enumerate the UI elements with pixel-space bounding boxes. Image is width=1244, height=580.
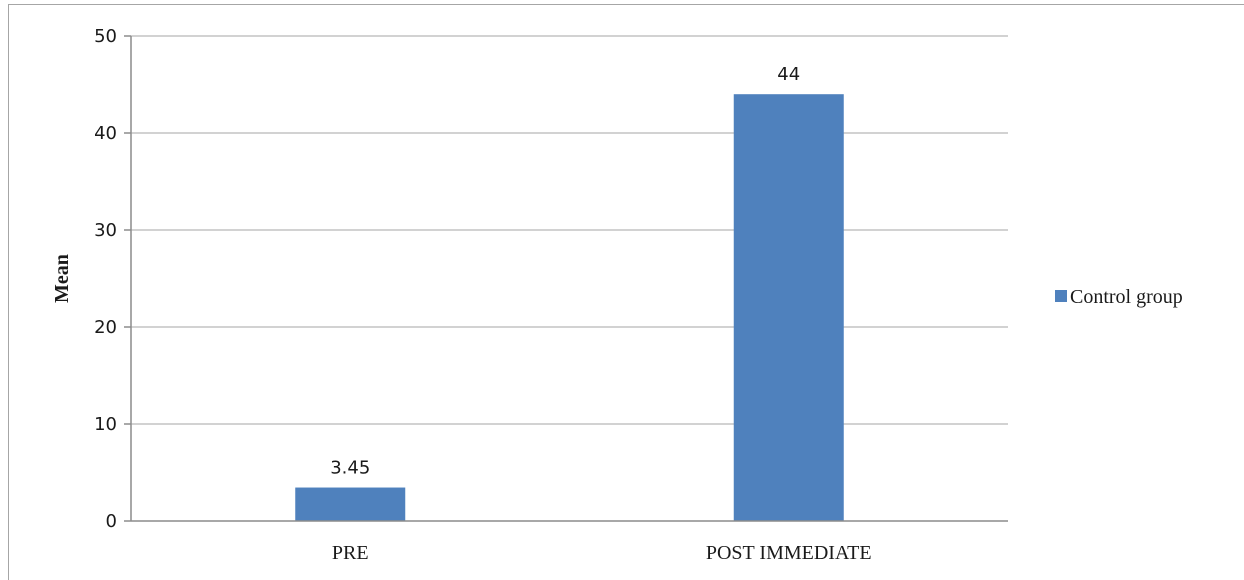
y-tick-label-2: 20 xyxy=(94,317,117,338)
y-tick-label-1: 10 xyxy=(94,414,117,435)
y-tick-label-4: 40 xyxy=(94,123,117,144)
bars xyxy=(295,94,844,521)
legend: Control group xyxy=(1055,286,1183,308)
chart-frame xyxy=(8,4,1244,580)
bar-pre xyxy=(295,487,406,521)
legend-label: Control group xyxy=(1070,286,1183,308)
data-labels: 3.45 44 xyxy=(330,64,800,478)
y-tick-label-0: 0 xyxy=(106,511,117,532)
data-label-0: 3.45 xyxy=(330,458,370,479)
data-label-1: 44 xyxy=(777,64,800,85)
y-tick-label-5: 50 xyxy=(94,26,117,47)
legend-swatch xyxy=(1055,290,1067,302)
y-axis-ticks: 0 10 20 30 40 50 xyxy=(94,26,131,532)
x-category-label-0: PRE xyxy=(332,542,369,564)
gridlines xyxy=(131,35,1008,425)
y-axis-label: Mean xyxy=(51,254,73,303)
bar-post-immediate xyxy=(733,94,844,521)
x-axis-categories: PRE POST IMMEDIATE xyxy=(332,542,872,564)
y-tick-label-3: 30 xyxy=(94,220,117,241)
x-category-label-1: POST IMMEDIATE xyxy=(706,542,872,564)
